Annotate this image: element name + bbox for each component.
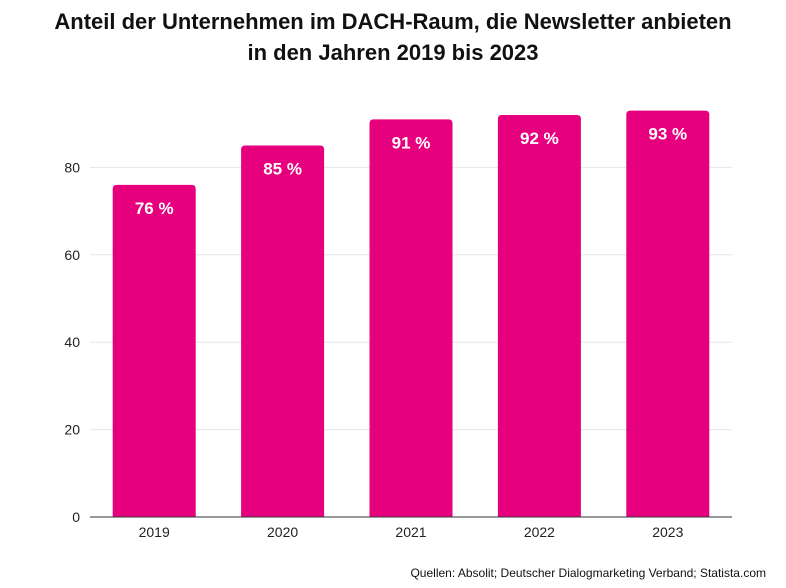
chart-title-line-2: in den Jahren 2019 bis 2023 <box>247 40 539 65</box>
bar-2020 <box>241 145 325 518</box>
y-tick-label: 80 <box>64 159 80 175</box>
y-tick-label: 60 <box>64 247 80 263</box>
x-tick-label: 2021 <box>395 524 426 540</box>
bar-2021 <box>369 119 453 517</box>
x-tick-label: 2020 <box>267 524 298 540</box>
data-label-2022: 92 % <box>520 129 559 148</box>
x-tick-label: 2022 <box>524 524 555 540</box>
bar-chart: 0 20 40 60 80 76 % 2019 85 % 2020 91 % 2021 92 % 202… <box>64 110 732 540</box>
data-label-2021: 91 % <box>392 133 431 152</box>
x-tick-label: 2019 <box>139 524 170 540</box>
bar-2023 <box>626 110 710 517</box>
x-tick-label: 2023 <box>652 524 683 540</box>
y-tick-label: 20 <box>64 422 80 438</box>
bar-2022 <box>497 114 581 518</box>
data-label-2019: 76 % <box>135 199 174 218</box>
source-note: Quellen: Absolit; Deutscher Dialogmarket… <box>410 566 766 580</box>
data-label-2020: 85 % <box>263 160 302 179</box>
y-tick-label: 40 <box>64 334 80 350</box>
data-label-2023: 93 % <box>648 125 687 144</box>
chart-title: Anteil der Unternehmen im DACH-Raum, die… <box>0 6 786 68</box>
y-tick-label: 0 <box>72 509 80 525</box>
chart-title-line-1: Anteil der Unternehmen im DACH-Raum, die… <box>54 9 732 34</box>
bar-2019 <box>112 184 196 517</box>
